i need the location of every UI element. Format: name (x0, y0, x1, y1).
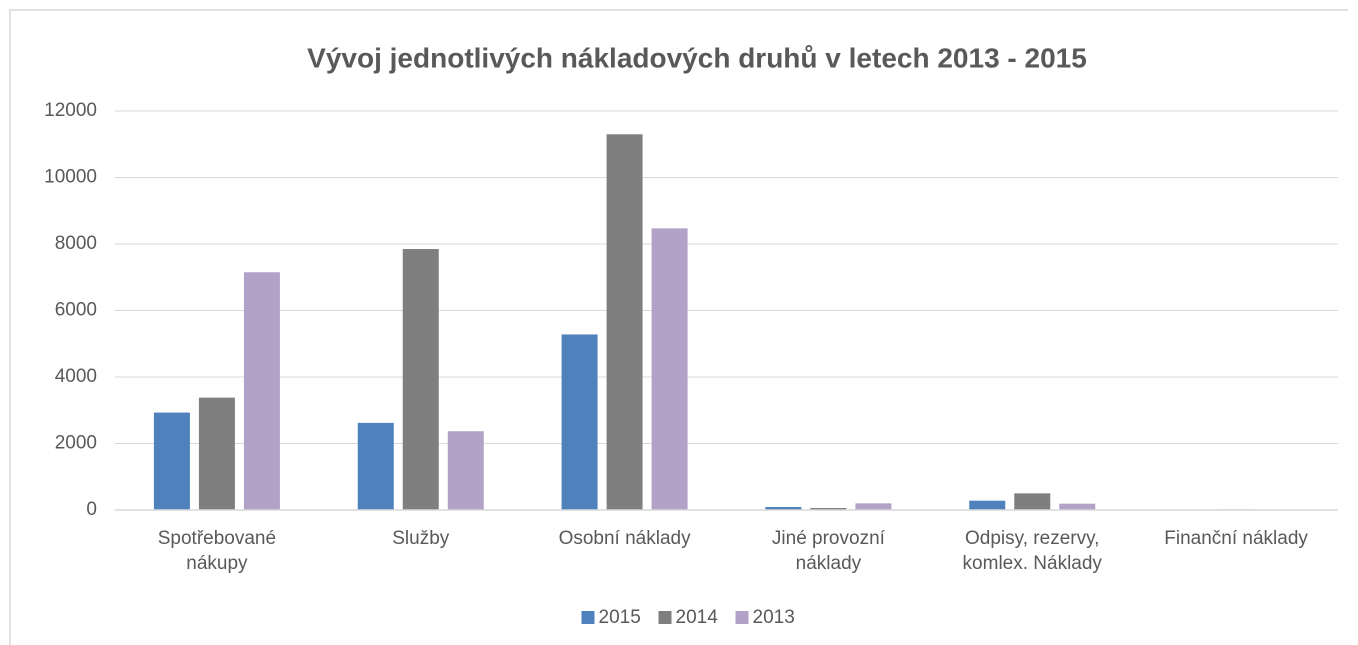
bar (969, 500, 1006, 510)
x-tick-label: Finanční náklady (1164, 528, 1308, 549)
y-tick-label: 12000 (44, 100, 97, 121)
bar (765, 507, 802, 510)
bar (561, 334, 598, 510)
x-tick-label: Odpisy, rezervy, komlex. Náklady (963, 528, 1103, 574)
chart-title: Vývoj jednotlivých nákladových druhů v l… (307, 42, 1087, 73)
bar (357, 422, 394, 510)
y-tick-label: 10000 (44, 167, 97, 188)
legend-swatch (735, 611, 749, 624)
x-tick-label: Spotřebované nákupy (158, 528, 276, 574)
x-tick-label: Služby (392, 528, 450, 549)
legend-label: 2013 (753, 607, 795, 628)
bar (447, 431, 484, 510)
legend-label: 2014 (676, 607, 719, 628)
bar (243, 272, 280, 510)
x-tick-label: Osobní náklady (559, 528, 692, 549)
bar (810, 508, 847, 510)
y-tick-label: 2000 (55, 433, 97, 454)
bar (855, 503, 892, 510)
chart-frame (9, 9, 1348, 645)
bar (198, 397, 235, 510)
y-tick-label: 4000 (55, 366, 97, 387)
bar (402, 248, 439, 511)
y-tick-label: 8000 (55, 233, 97, 254)
y-tick-label: 6000 (55, 300, 97, 321)
bar (1014, 493, 1051, 510)
legend-swatch (658, 611, 672, 624)
legend-swatch (581, 611, 595, 624)
legend-label: 2015 (599, 607, 641, 628)
bar (651, 228, 688, 510)
bar (153, 412, 190, 510)
bar (606, 134, 643, 510)
x-tick-label: Jiné provozní náklady (772, 528, 886, 574)
bar (1059, 503, 1096, 510)
y-tick-label: 0 (86, 499, 97, 520)
